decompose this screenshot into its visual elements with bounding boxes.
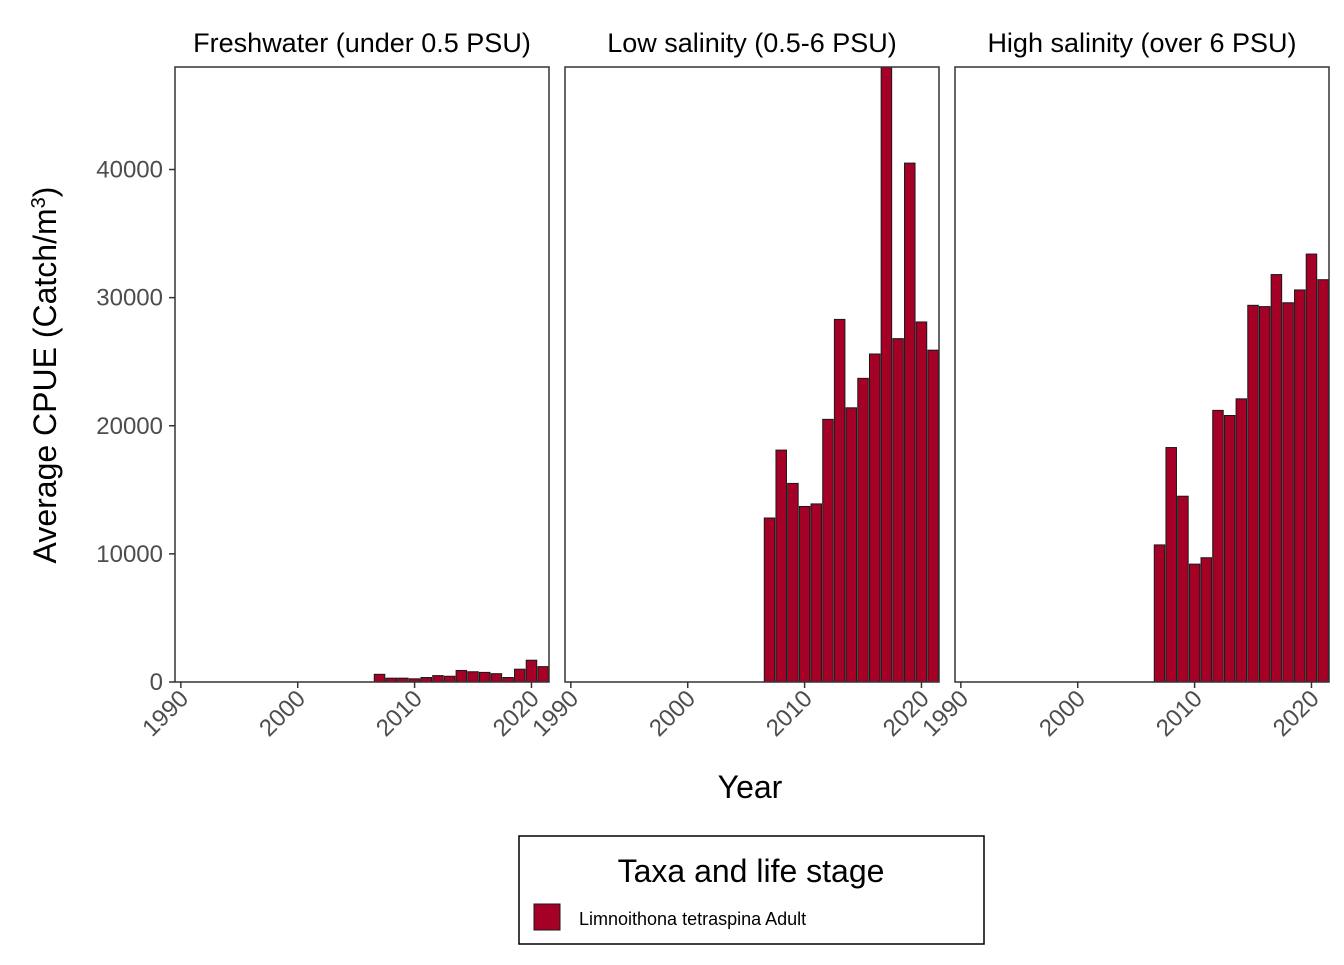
bar-2020 (1305, 253, 1318, 682)
panel-border (564, 66, 940, 683)
bar-2015 (1247, 304, 1259, 682)
bar-2018 (1282, 302, 1294, 682)
y-axis-title-main: Average CPUE (Catch/m (27, 208, 63, 563)
bar-2020 (915, 321, 928, 682)
bar-2014 (455, 669, 468, 682)
bar-2012 (1212, 409, 1224, 682)
x-tick-label-2000: 2000 (254, 685, 311, 742)
bar-2021 (927, 349, 939, 682)
panel-1: Freshwater (under 0.5 PSU) 1990 2000 2010 20… (96, 28, 550, 742)
panel-title: High salinity (over 6 PSU) (987, 28, 1296, 58)
x-axis-title: Year (718, 769, 783, 805)
bar-2009 (1177, 495, 1189, 682)
bar-2014 (1235, 398, 1248, 682)
panel-2: Low salinity (0.5-6 PSU)1990 2000 2010 2020 (527, 28, 940, 742)
bar-2008 (1165, 447, 1177, 682)
panel-3: High salinity (over 6 PSU) 1990 2000 2010 20… (917, 28, 1330, 742)
bar-2015 (857, 377, 869, 682)
bar-2019 (514, 668, 526, 682)
bar-2017 (490, 673, 503, 682)
bar-2009 (787, 482, 799, 682)
bar-2010 (798, 505, 811, 682)
bar-2010 (1188, 563, 1201, 682)
panels-layer: Freshwater (under 0.5 PSU) 1990 2000 2010 20… (96, 28, 1330, 742)
bar-2016 (1258, 306, 1271, 682)
bar-2015 (467, 671, 479, 682)
legend-title: Taxa and life stage (618, 853, 885, 889)
bar-2021 (1317, 279, 1329, 682)
bar-2009 (397, 677, 409, 682)
bar-2017 (880, 67, 893, 682)
bar-2021 (537, 666, 549, 682)
x-tick-label-1990: 1990 (527, 685, 584, 742)
bar-2011 (810, 503, 823, 682)
x-tick-label-2000: 2000 (644, 685, 701, 742)
panel-border (954, 66, 1330, 683)
y-axis-title: Average CPUE (Catch/m3) (27, 187, 63, 564)
bar-2017 (1270, 274, 1283, 682)
bar-2019 (904, 162, 916, 682)
panel-border (174, 66, 550, 683)
bars-group (763, 67, 939, 682)
bar-2013 (443, 675, 456, 682)
x-tick-label-2010: 2010 (1151, 685, 1208, 742)
bar-2020 (525, 659, 538, 682)
panel-title: Low salinity (0.5-6 PSU) (607, 28, 897, 58)
bar-2019 (1294, 289, 1306, 682)
legend-swatch (533, 903, 561, 931)
bars-group (1153, 253, 1329, 682)
bar-2014 (845, 407, 858, 682)
panel-title: Freshwater (under 0.5 PSU) (193, 28, 531, 58)
bar-2013 (833, 318, 846, 682)
bar-2008 (775, 449, 787, 682)
x-tick-label-2020: 2020 (1268, 685, 1325, 742)
y-tick-label-10000: 10000 (96, 541, 163, 568)
bar-2011 (420, 677, 433, 682)
bar-2018 (892, 338, 904, 682)
x-tick-label-1990: 1990 (137, 685, 194, 742)
bar-2010 (408, 678, 421, 682)
x-tick-label-1990: 1990 (917, 685, 974, 742)
bar-2012 (432, 675, 444, 682)
legend-box (518, 835, 985, 945)
x-tick-label-2010: 2010 (371, 685, 428, 742)
bar-2008 (385, 677, 397, 682)
bar-2013 (1223, 415, 1236, 682)
legend: Taxa and life stage Limnoithona tetraspi… (518, 835, 985, 945)
y-tick-label-30000: 30000 (96, 285, 163, 312)
bar-2011 (1200, 557, 1213, 682)
bars-group (373, 659, 549, 682)
y-tick-label-0: 0 (150, 669, 163, 696)
bar-2016 (868, 353, 881, 682)
bar-2007 (373, 673, 386, 682)
bar-2018 (502, 677, 514, 682)
y-axis-title-close: ) (27, 187, 63, 198)
y-tick-label-40000: 40000 (96, 157, 163, 184)
x-tick-label-2010: 2010 (761, 685, 818, 742)
y-axis-title-superscript: 3 (28, 197, 50, 208)
legend-item-label: Limnoithona tetraspina Adult (579, 909, 806, 929)
bar-2007 (763, 517, 776, 682)
x-tick-label-2000: 2000 (1034, 685, 1091, 742)
bar-2016 (478, 671, 491, 682)
bar-2007 (1153, 544, 1166, 682)
bar-2012 (822, 418, 834, 682)
y-tick-label-20000: 20000 (96, 413, 163, 440)
